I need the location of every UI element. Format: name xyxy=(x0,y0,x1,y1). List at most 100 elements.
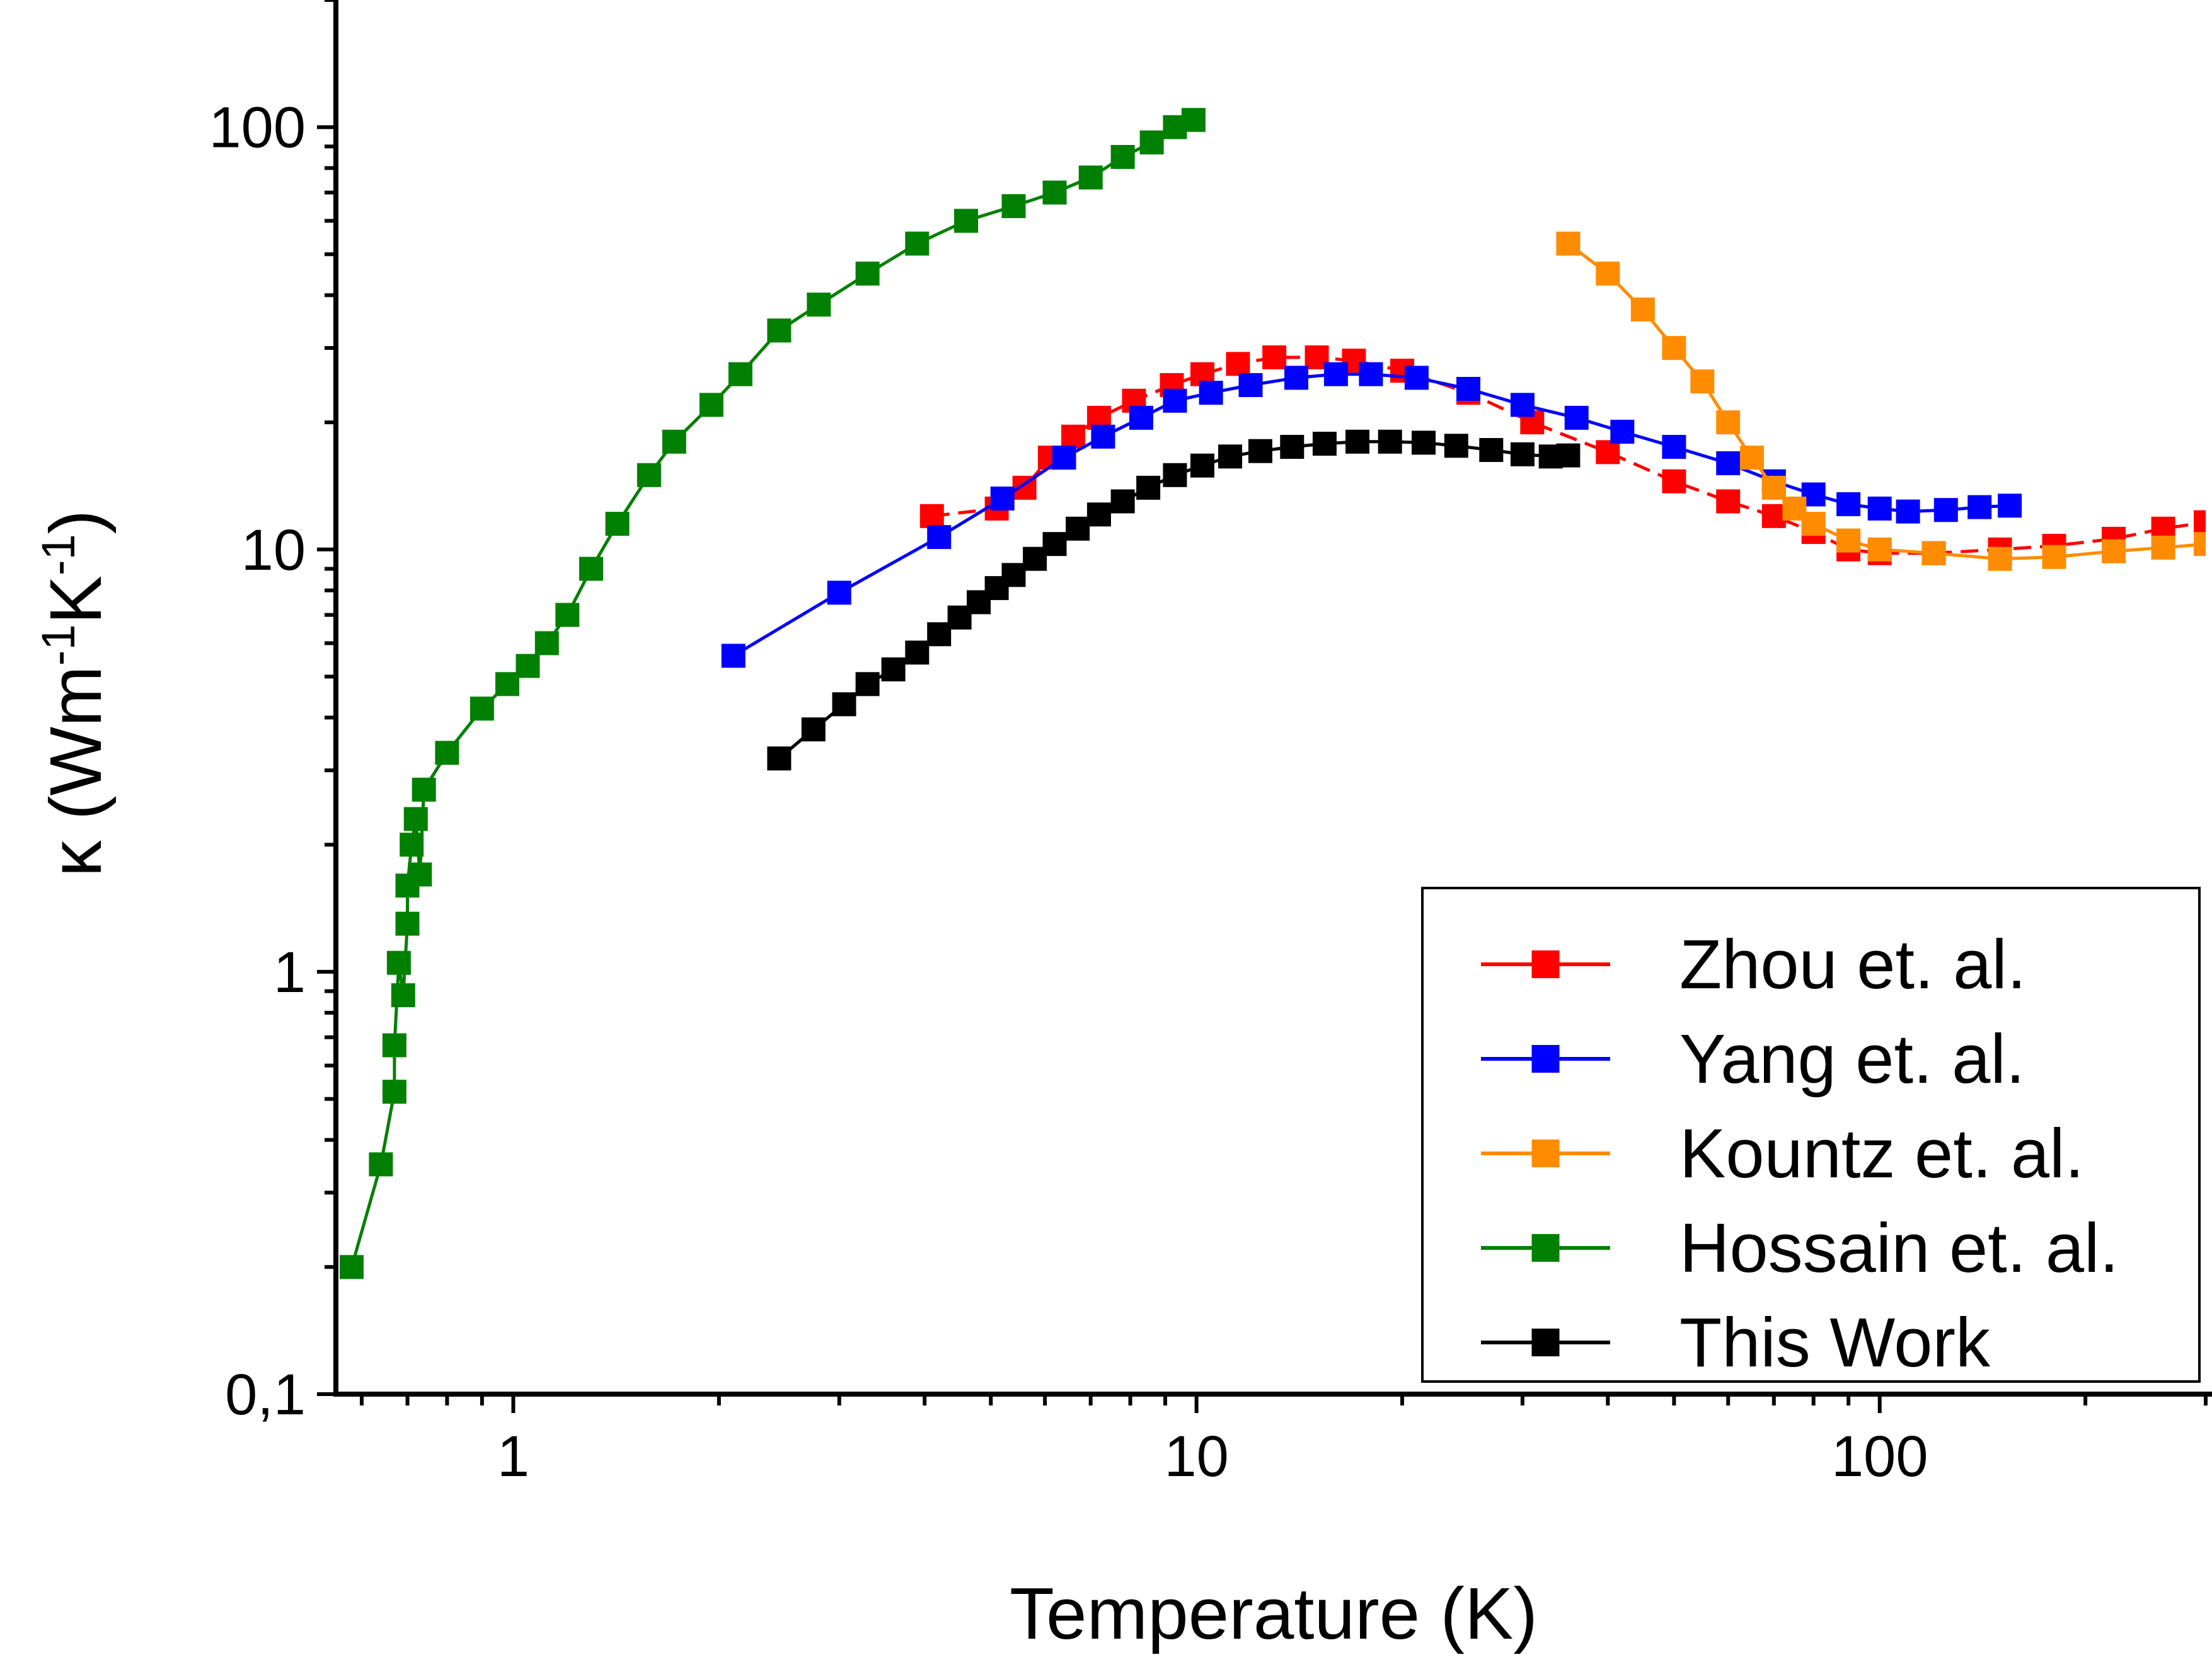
data-point xyxy=(1091,424,1115,449)
series-3 xyxy=(340,108,1206,1279)
series-2 xyxy=(1556,231,2206,571)
axes: 1 10 100 0,1 1 10 100 xyxy=(209,0,2212,1489)
data-point xyxy=(1412,430,1436,455)
data-point xyxy=(881,657,906,682)
data-point xyxy=(340,1255,364,1279)
data-point xyxy=(534,631,559,655)
data-point xyxy=(1345,429,1369,454)
y-tick-label: 1 xyxy=(274,940,306,1005)
legend-label: This Work xyxy=(1679,1304,1991,1382)
data-point xyxy=(2151,535,2175,560)
y-tick-label: 10 xyxy=(241,518,306,582)
data-point xyxy=(469,696,494,721)
legend-label: Hossain et. al. xyxy=(1679,1209,2119,1287)
data-point xyxy=(2194,510,2206,534)
y-axis-title-main: κ (Wm xyxy=(35,666,117,877)
data-point xyxy=(1284,366,1308,390)
data-point xyxy=(1479,438,1504,462)
data-point xyxy=(1110,489,1135,514)
data-point xyxy=(412,777,436,802)
data-point xyxy=(728,362,752,386)
data-point xyxy=(832,692,856,717)
data-point xyxy=(1163,463,1187,487)
data-point xyxy=(1238,373,1263,397)
data-point xyxy=(1690,369,1715,394)
data-point xyxy=(1262,345,1287,369)
y-tick-label: 100 xyxy=(209,96,306,160)
data-point xyxy=(1739,446,1764,470)
data-point xyxy=(1662,336,1686,361)
data-point xyxy=(1662,435,1686,459)
data-point xyxy=(1163,388,1187,413)
data-point xyxy=(1630,297,1655,322)
data-point xyxy=(1312,432,1337,456)
x-tick-label: 100 xyxy=(1831,1424,1928,1489)
data-point xyxy=(637,463,661,487)
data-point xyxy=(699,393,723,417)
y-axis-title-end: ) xyxy=(35,510,117,534)
data-point xyxy=(1139,130,1164,154)
data-point xyxy=(1129,405,1153,430)
data-point xyxy=(1061,424,1085,449)
legend-item: Kountz et. al. xyxy=(1481,1115,2084,1192)
data-point xyxy=(403,807,428,831)
y-axis-title-sup1: -1 xyxy=(32,625,84,666)
data-point xyxy=(855,262,880,286)
data-point xyxy=(1136,475,1161,500)
data-point xyxy=(1610,420,1635,444)
data-point xyxy=(2194,532,2206,557)
data-point xyxy=(1801,512,1826,536)
data-point xyxy=(1836,492,1861,516)
data-point xyxy=(1181,108,1206,132)
data-point xyxy=(927,525,952,550)
data-point xyxy=(905,231,930,256)
y-tick-label: 0,1 xyxy=(225,1363,306,1427)
data-point xyxy=(954,209,978,233)
legend-item: This Work xyxy=(1481,1304,1991,1382)
data-point xyxy=(827,580,851,605)
data-point xyxy=(1998,493,2022,518)
legend-label: Kountz et. al. xyxy=(1679,1115,2084,1192)
data-point xyxy=(1896,499,1920,524)
data-point xyxy=(1042,532,1067,557)
legend-swatch-marker xyxy=(1531,1140,1560,1167)
data-point xyxy=(1596,262,1620,286)
legend-swatch-marker xyxy=(1531,950,1560,978)
series-4 xyxy=(767,429,1581,771)
data-point xyxy=(767,318,792,343)
data-point xyxy=(1280,435,1305,459)
data-point xyxy=(1110,145,1135,169)
data-point xyxy=(2042,545,2066,569)
data-point xyxy=(1716,489,1741,514)
legend-swatch-marker xyxy=(1531,1045,1560,1073)
data-point xyxy=(767,746,792,771)
data-point xyxy=(1199,381,1223,405)
data-point xyxy=(516,654,540,678)
data-point xyxy=(1404,366,1429,390)
data-point xyxy=(905,640,930,665)
data-point xyxy=(1761,475,1786,500)
data-point xyxy=(1836,528,1861,553)
data-point xyxy=(1510,393,1535,417)
data-point xyxy=(1323,362,1348,386)
data-point xyxy=(1444,434,1468,458)
data-point xyxy=(382,1080,406,1104)
data-point xyxy=(369,1152,393,1177)
data-point xyxy=(391,983,415,1008)
data-point xyxy=(662,429,686,454)
x-axis-title: Temperature (K) xyxy=(1010,1573,1538,1654)
data-point xyxy=(1716,410,1741,435)
data-point xyxy=(395,911,420,936)
data-point xyxy=(1190,453,1214,478)
data-point xyxy=(1001,563,1026,587)
data-point xyxy=(1596,440,1620,465)
legend-item: Hossain et. al. xyxy=(1481,1209,2119,1287)
legend-item: Yang et. al. xyxy=(1481,1020,2025,1098)
data-point xyxy=(1226,352,1250,376)
data-point xyxy=(495,672,519,696)
data-point xyxy=(382,1033,406,1058)
series-layer xyxy=(340,108,2206,1279)
y-axis-title-sup2: -1 xyxy=(32,534,84,575)
legend-label: Zhou et. al. xyxy=(1679,926,2026,1003)
